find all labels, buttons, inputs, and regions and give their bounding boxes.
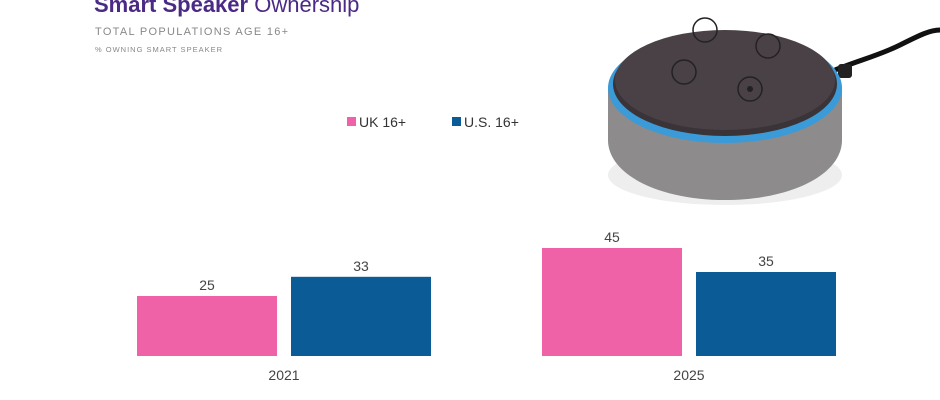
value-label: 35	[758, 253, 774, 269]
note: % OWNING SMART SPEAKER	[95, 45, 223, 54]
bar	[542, 248, 682, 356]
value-label: 25	[199, 277, 215, 293]
bar	[291, 276, 431, 356]
title-rest: Ownership	[254, 0, 359, 17]
legend-label: U.S. 16+	[464, 114, 519, 130]
x-tick-label: 2021	[268, 367, 299, 383]
legend-label: UK 16+	[359, 114, 406, 130]
chart-title: Smart Speaker Ownership	[94, 0, 359, 17]
bar	[137, 296, 277, 356]
speaker-image	[608, 17, 940, 205]
x-tick-label: 2025	[673, 367, 704, 383]
title-bold: Smart Speaker	[94, 0, 249, 17]
legend-swatch	[452, 117, 461, 126]
value-label: 45	[604, 229, 620, 245]
legend-swatch	[347, 117, 356, 126]
value-label: 33	[353, 258, 369, 274]
subtitle: TOTAL POPULATIONS AGE 16+	[95, 26, 289, 38]
bar	[696, 272, 836, 356]
